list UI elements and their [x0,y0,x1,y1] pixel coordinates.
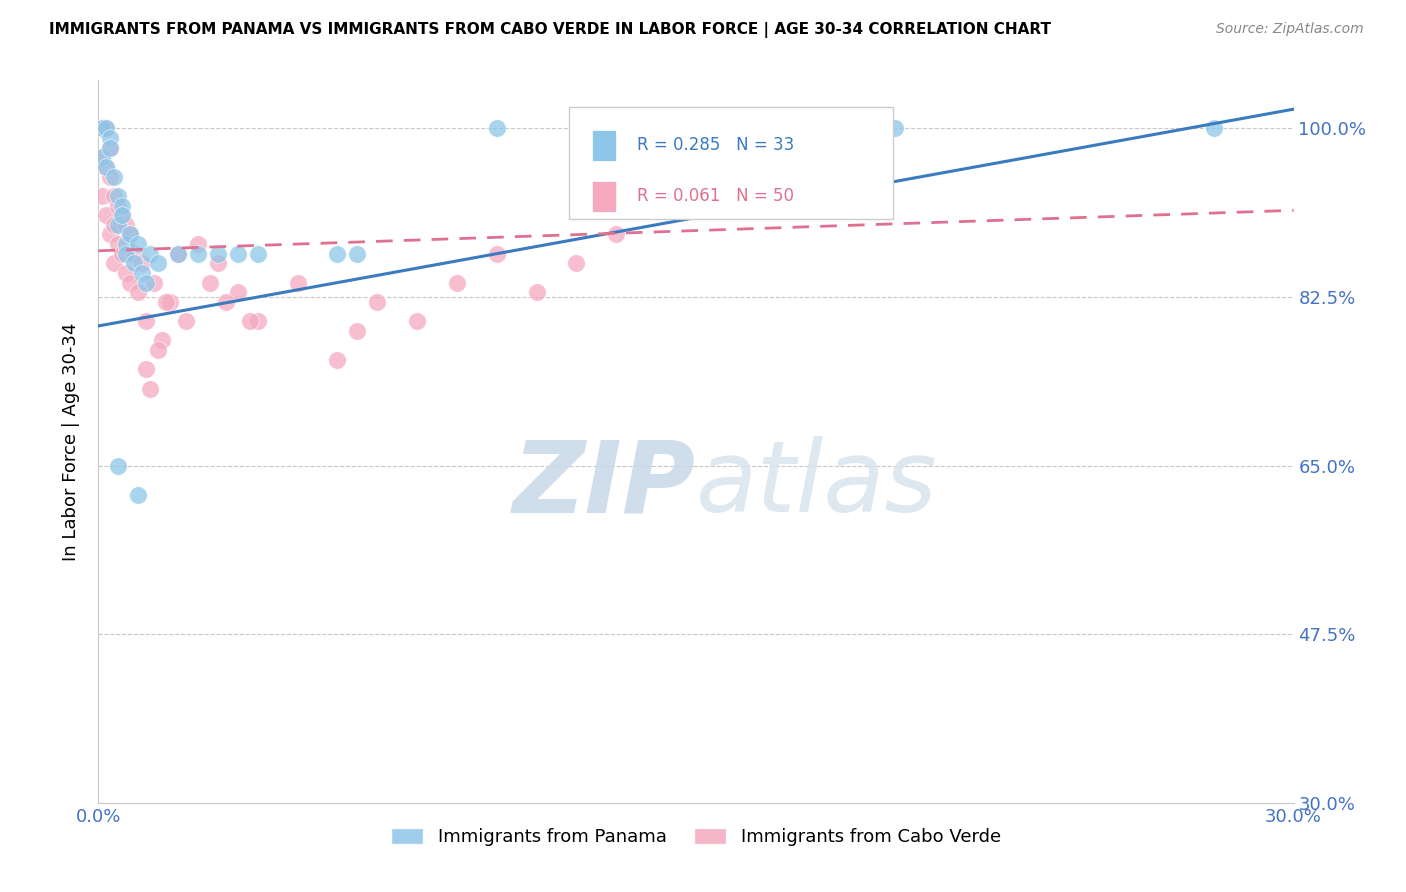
Point [103,189,125,203]
Point [246,314,269,328]
Point [103,256,125,270]
Point [143,276,166,290]
Point [565,256,588,270]
Point [446,276,468,290]
Text: atlas: atlas [696,436,938,533]
Point [167,246,190,260]
Point [326,246,349,260]
Point [135,362,157,376]
Point [107,198,129,212]
Point [155,294,177,309]
Point [96,121,118,136]
Text: IMMIGRANTS FROM PANAMA VS IMMIGRANTS FROM CABO VERDE IN LABOR FORCE | AGE 30-34 : IMMIGRANTS FROM PANAMA VS IMMIGRANTS FRO… [49,22,1052,38]
Text: R = 0.061   N = 50: R = 0.061 N = 50 [637,187,794,205]
Legend: Immigrants from Panama, Immigrants from Cabo Verde: Immigrants from Panama, Immigrants from … [382,819,1010,855]
Point [91,121,114,136]
Point [103,218,125,232]
Text: Source: ZipAtlas.com: Source: ZipAtlas.com [1216,22,1364,37]
Point [406,314,429,328]
Point [148,343,170,357]
Point [120,276,142,290]
Point [884,121,907,136]
Point [346,324,368,338]
Point [120,227,142,242]
Point [485,246,508,260]
Point [187,246,209,260]
Point [107,458,129,473]
Point [111,208,134,222]
Point [215,294,238,309]
Point [127,487,149,501]
Point [131,256,153,270]
Point [98,131,122,145]
Point [174,314,197,328]
Point [124,246,146,260]
Point [150,334,173,348]
Point [103,169,125,184]
Point [685,121,707,136]
Point [111,198,134,212]
Y-axis label: In Labor Force | Age 30-34: In Labor Force | Age 30-34 [62,322,80,561]
Point [107,189,129,203]
Point [124,256,146,270]
Point [98,227,122,242]
Point [91,150,114,164]
Point [96,160,118,174]
Point [91,121,114,136]
Point [226,246,249,260]
Point [98,141,122,155]
Point [98,141,122,155]
Point [1202,121,1225,136]
Point [127,237,149,252]
Point [107,218,129,232]
Point [120,227,142,242]
Point [346,246,368,260]
Point [226,285,249,300]
Point [148,256,170,270]
Point [115,218,138,232]
Point [207,256,229,270]
Point [605,227,627,242]
Point [111,246,134,260]
Point [198,276,221,290]
Point [91,189,114,203]
Point [139,382,162,396]
Point [107,237,129,252]
Text: R = 0.285   N = 33: R = 0.285 N = 33 [637,136,794,154]
Point [246,246,269,260]
Point [135,314,157,328]
Point [96,160,118,174]
Point [287,276,309,290]
Point [167,246,190,260]
Point [239,314,262,328]
Point [96,121,118,136]
Point [187,237,209,252]
Point [98,169,122,184]
Point [326,352,349,367]
Point [526,285,548,300]
Point [127,285,149,300]
Point [207,246,229,260]
Point [139,246,162,260]
Point [366,294,388,309]
Text: ZIP: ZIP [513,436,696,533]
Point [111,208,134,222]
Point [115,266,138,280]
Point [159,294,181,309]
Point [115,237,138,252]
Point [96,208,118,222]
Point [131,266,153,280]
Point [115,246,138,260]
Point [91,150,114,164]
Point [135,276,157,290]
Point [485,121,508,136]
